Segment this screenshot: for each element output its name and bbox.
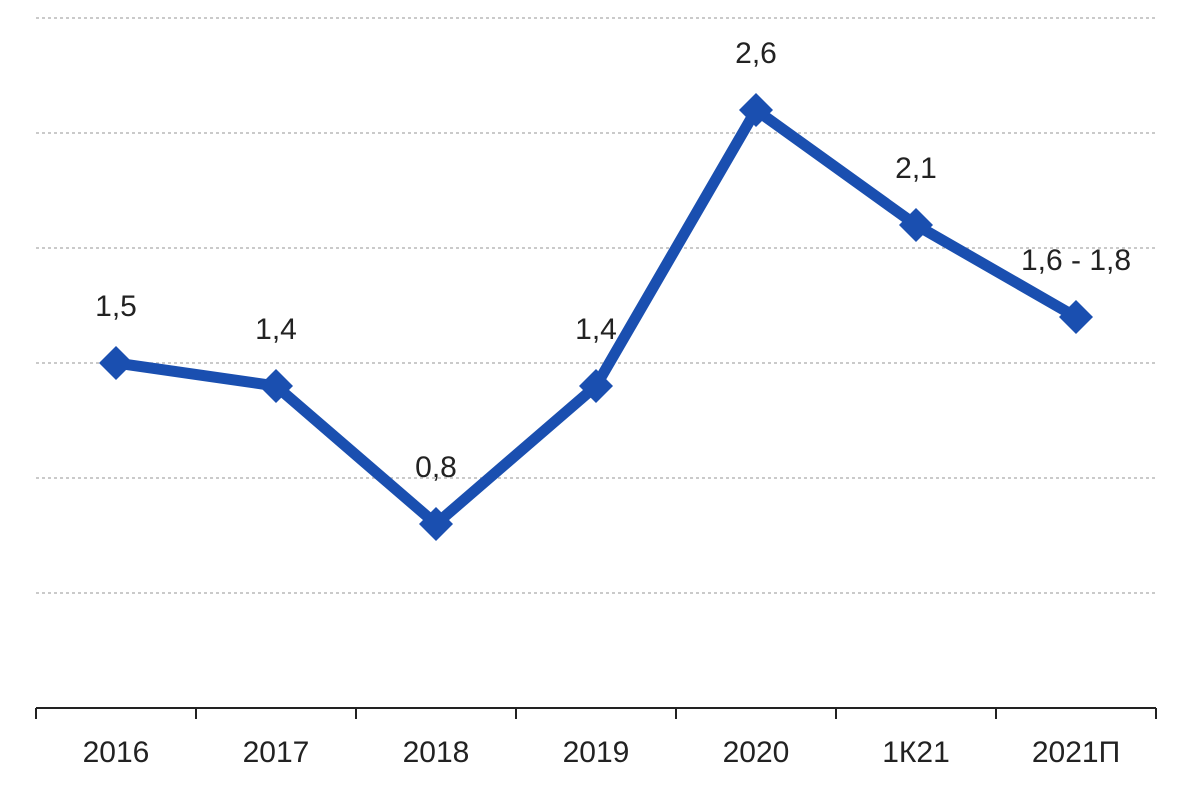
x-tick-label: 2020 <box>723 736 790 769</box>
data-point-marker <box>99 346 133 380</box>
data-label: 2,6 <box>735 37 777 70</box>
x-tick-label: 2016 <box>83 736 150 769</box>
data-point-marker <box>259 369 293 403</box>
x-tick-label: 1К21 <box>882 736 950 769</box>
data-point-marker <box>899 208 933 242</box>
x-axis: 2016 2017 2018 2019 2020 1К21 2021П <box>35 707 1157 769</box>
data-labels: 1,5 1,4 0,8 1,4 2,6 2,1 1,6 - 1,8 <box>95 37 1131 484</box>
data-label: 1,6 - 1,8 <box>1021 244 1131 277</box>
x-tick-label: 2018 <box>403 736 470 769</box>
data-label: 2,1 <box>895 152 937 185</box>
x-tick-label: 2017 <box>243 736 310 769</box>
x-tick-label: 2021П <box>1032 736 1120 769</box>
data-label: 1,4 <box>575 313 617 346</box>
data-label: 0,8 <box>415 451 457 484</box>
x-tick-label: 2019 <box>563 736 630 769</box>
gridlines <box>36 17 1156 594</box>
data-point-marker <box>1059 300 1093 334</box>
data-label: 1,5 <box>95 290 137 323</box>
data-label: 1,4 <box>255 313 297 346</box>
data-point-marker <box>739 93 773 127</box>
data-point-marker <box>579 369 613 403</box>
series <box>99 93 1093 541</box>
data-point-marker <box>419 507 453 541</box>
